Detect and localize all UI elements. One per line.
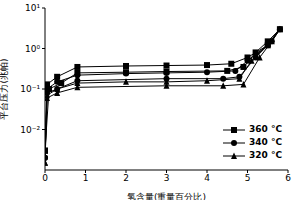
svg-text:6: 6	[285, 173, 291, 183]
svg-text:1: 1	[83, 173, 89, 183]
html-text:320 °C: 320 °C	[249, 150, 282, 160]
svg-text:10¹: 10¹	[25, 3, 40, 13]
svg-text:3: 3	[164, 173, 170, 183]
svg-text:氢含量(重量百分比): 氢含量(重量百分比)	[127, 192, 206, 200]
svg-text:2: 2	[123, 173, 129, 183]
svg-text:4: 4	[204, 173, 210, 183]
html-text:360 °C: 360 °C	[249, 124, 282, 134]
svg-text:10⁻²: 10⁻²	[20, 125, 40, 135]
svg-text:10⁻¹: 10⁻¹	[20, 84, 40, 94]
svg-text:5: 5	[245, 173, 251, 183]
svg-text:10⁰: 10⁰	[25, 44, 40, 54]
svg-text:平台压力(兆帕): 平台压力(兆帕)	[8, 58, 9, 119]
svg-text:0: 0	[42, 173, 48, 183]
html-text:340 °C: 340 °C	[249, 137, 282, 147]
